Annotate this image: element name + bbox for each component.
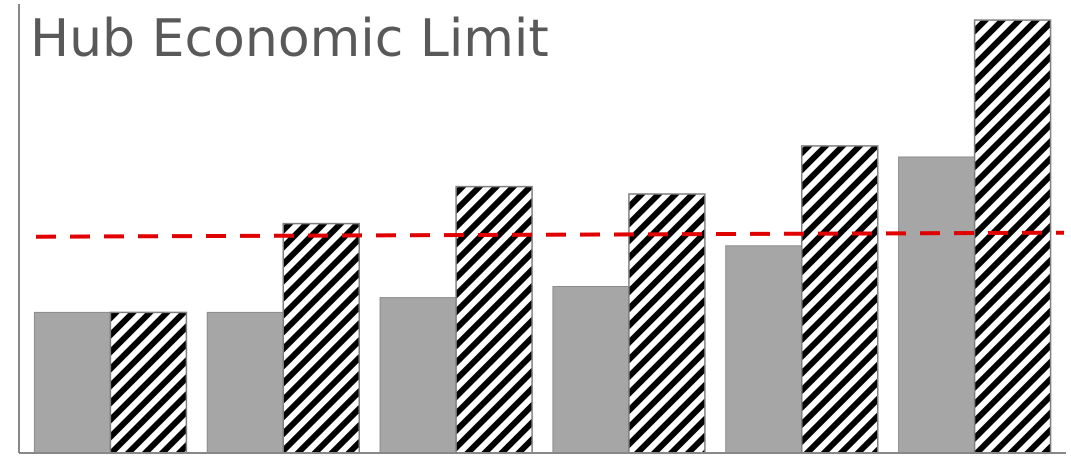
bar-solid-3: [379, 297, 457, 454]
bar-hatched-4: [628, 193, 706, 454]
bar-solid-4: [552, 286, 630, 454]
economic-limit-line: [35, 230, 1065, 239]
bar-hatched-1: [109, 311, 188, 454]
bar-solid-5: [725, 245, 803, 454]
bars-layer: [33, 19, 1052, 454]
bar-hatched-6: [973, 19, 1052, 454]
bar-solid-2: [206, 311, 284, 454]
bar-hatched-5: [801, 145, 879, 454]
bar-solid-6: [898, 156, 976, 454]
chart-title: Hub Economic Limit: [30, 9, 549, 69]
bar-hatched-2: [282, 222, 360, 454]
bar-solid-1: [33, 311, 111, 454]
reference-line-layer: [35, 230, 1065, 239]
bar-hatched-3: [455, 185, 533, 454]
